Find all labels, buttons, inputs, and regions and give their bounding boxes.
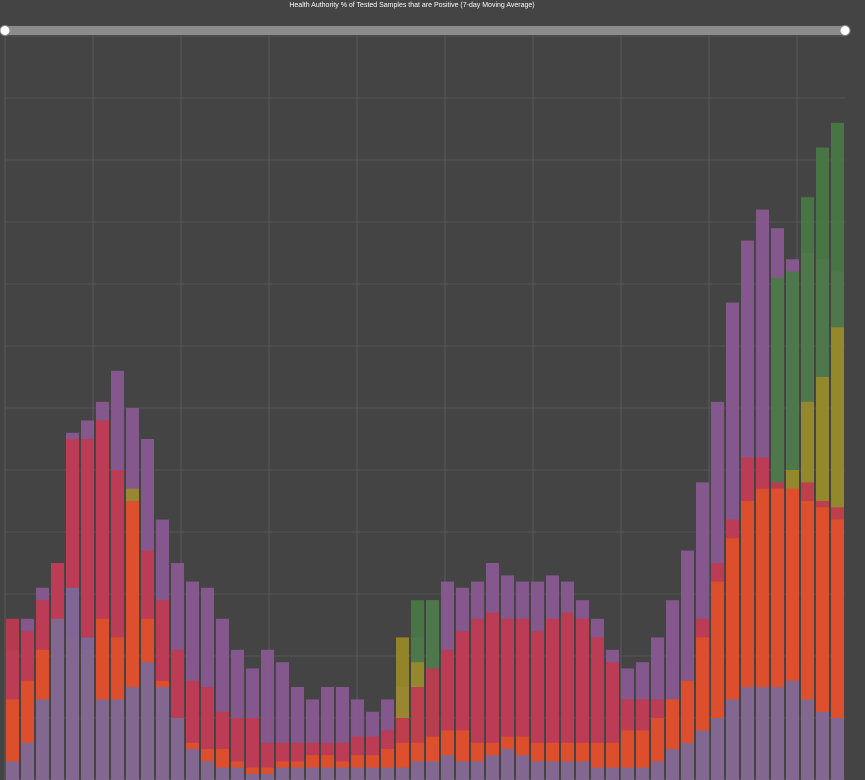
bar (261, 773, 274, 780)
bar (441, 755, 454, 780)
bar (171, 718, 184, 780)
bar (756, 687, 769, 780)
bar (681, 742, 694, 780)
bar (306, 767, 319, 780)
bar (486, 755, 499, 780)
range-slider[interactable] (5, 26, 845, 35)
slider-handle-right[interactable] (839, 25, 851, 36)
bar (456, 761, 469, 780)
bar (711, 718, 724, 780)
bar (396, 767, 409, 780)
bar (666, 749, 679, 780)
bar (531, 761, 544, 780)
bar (651, 761, 664, 780)
bar (411, 761, 424, 780)
bar (321, 767, 334, 780)
bar (21, 742, 34, 780)
bar (366, 767, 379, 780)
bar (486, 612, 499, 780)
bar (66, 587, 79, 780)
bar (6, 699, 19, 780)
bar (786, 680, 799, 780)
bar (216, 767, 229, 780)
bar (561, 612, 574, 780)
bar (246, 718, 259, 780)
bar (291, 767, 304, 780)
bar (141, 662, 154, 780)
bar (156, 687, 169, 780)
bar (501, 749, 514, 780)
bar (231, 767, 244, 780)
bar (426, 761, 439, 780)
bar (831, 519, 844, 780)
bar (111, 699, 124, 780)
bar (741, 687, 754, 780)
plot (5, 35, 845, 780)
bar (816, 711, 829, 780)
bar (36, 699, 49, 780)
bar (336, 767, 349, 780)
bar (276, 767, 289, 780)
bar (636, 767, 649, 780)
bar (351, 767, 364, 780)
bar (96, 699, 109, 780)
bar-series (6, 587, 844, 780)
bar (576, 761, 589, 780)
bar (606, 767, 619, 780)
bar (471, 618, 484, 780)
bar (6, 761, 19, 780)
bar (186, 749, 199, 780)
bar (51, 618, 64, 780)
bar (621, 767, 634, 780)
chart-title: Health Authority % of Tested Samples tha… (289, 2, 534, 9)
bar (246, 773, 259, 780)
bar (726, 699, 739, 780)
bar (201, 761, 214, 780)
slider-handle-left[interactable] (0, 25, 11, 36)
bar (831, 718, 844, 780)
bar (771, 687, 784, 780)
bar (126, 687, 139, 780)
bar (546, 618, 559, 780)
bar (576, 618, 589, 780)
bar (381, 767, 394, 780)
bar (81, 637, 94, 780)
bar (591, 767, 604, 780)
bar (471, 761, 484, 780)
bar (696, 730, 709, 780)
bar (561, 761, 574, 780)
bar (546, 761, 559, 780)
bar (516, 755, 529, 780)
bar (801, 699, 814, 780)
